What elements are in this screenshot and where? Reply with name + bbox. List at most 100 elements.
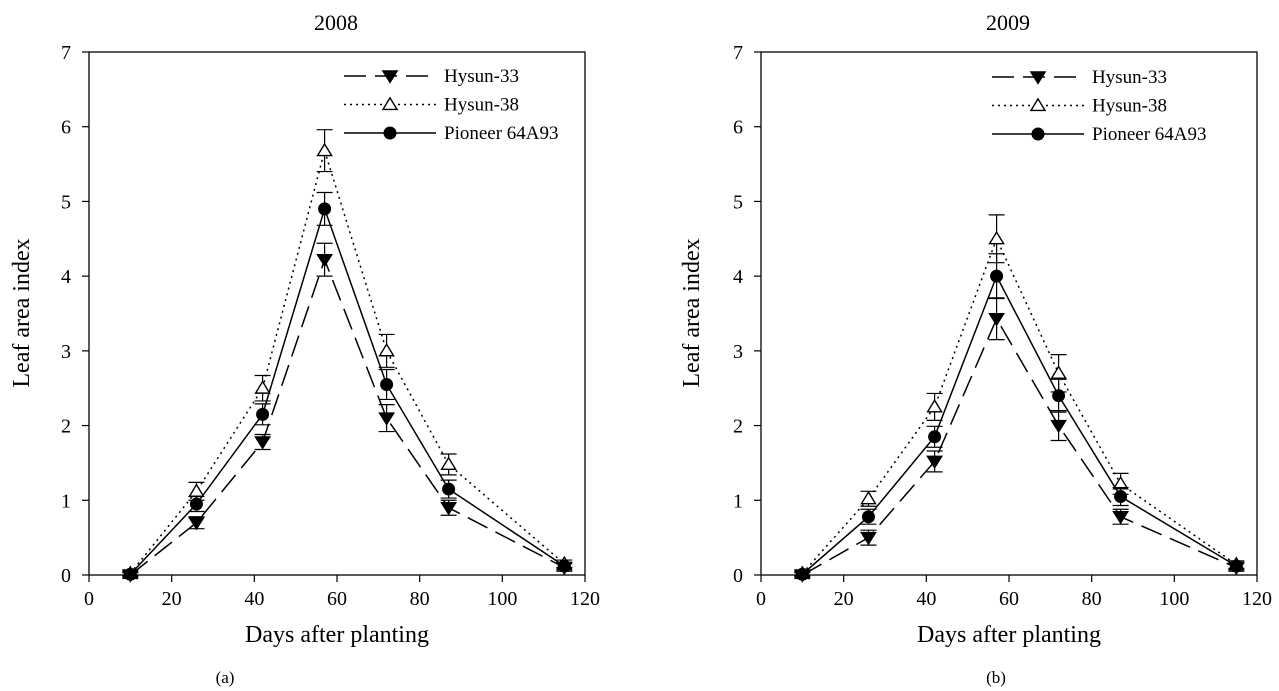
y-tick-label: 7: [733, 42, 743, 64]
x-tick-label: 120: [1242, 588, 1272, 610]
y-tick-label: 1: [733, 490, 743, 512]
x-tick-label: 20: [834, 588, 854, 610]
x-tick-label: 0: [84, 588, 94, 610]
x-tick-label: 0: [756, 588, 766, 610]
y-tick-label: 1: [61, 490, 71, 512]
data-point: [316, 253, 334, 268]
data-point: [988, 230, 1005, 245]
x-tick-label: 20: [162, 588, 182, 610]
legend-item: Hysun-38: [344, 95, 519, 116]
x-tick-label: 80: [410, 588, 430, 610]
series-layer: [793, 214, 1245, 583]
data-point: [316, 142, 333, 157]
series-line: [801, 274, 1237, 575]
data-point: [861, 510, 875, 524]
data-point: [189, 497, 203, 511]
x-tick-label: 60: [327, 588, 347, 610]
y-axis-label: Leaf area index: [679, 238, 705, 387]
data-point: [440, 502, 458, 516]
legend-label: Hysun-33: [1092, 67, 1167, 88]
y-tick-label: 4: [733, 266, 743, 288]
legend-marker: [381, 96, 399, 111]
data-point: [988, 312, 1006, 327]
y-tick-label: 5: [733, 191, 743, 213]
x-tick-label: 60: [999, 588, 1019, 610]
y-tick-label: 2: [733, 416, 743, 438]
y-tick-label: 3: [61, 341, 71, 363]
series-pioneer-64a93: [794, 253, 1245, 581]
y-tick-label: 3: [733, 341, 743, 363]
data-point: [990, 269, 1004, 283]
legend: Hysun-33 Hysun-38 Pioneer 64A93: [992, 67, 1207, 145]
legend-marker: [1029, 71, 1047, 85]
data-point: [254, 436, 272, 450]
y-tick-label: 0: [733, 565, 743, 587]
legend-label: Hysun-38: [1092, 96, 1167, 117]
data-point: [380, 377, 394, 391]
legend-item: Hysun-38: [992, 96, 1167, 117]
panel-caption: (b): [986, 668, 1006, 687]
data-point: [318, 202, 332, 216]
data-point: [795, 567, 809, 581]
legend: Hysun-33 Hysun-38 Pioneer 64A93: [344, 66, 559, 144]
y-tick-label: 6: [733, 117, 743, 139]
y-tick-label: 2: [61, 416, 71, 438]
legend-item: Hysun-33: [344, 66, 519, 87]
data-point: [378, 342, 395, 357]
x-tick-label: 40: [916, 588, 936, 610]
data-point: [928, 430, 942, 444]
legend-marker: [1031, 127, 1045, 141]
x-tick-label: 120: [570, 588, 600, 610]
x-tick-label: 100: [1159, 588, 1189, 610]
data-point: [926, 398, 943, 413]
legend-marker: [381, 70, 399, 84]
series-hysun-33: [793, 297, 1245, 583]
data-point: [1114, 490, 1128, 504]
y-tick-label: 5: [61, 191, 71, 213]
legend-item: Hysun-33: [992, 67, 1167, 88]
x-axis-label: Days after planting: [917, 622, 1101, 648]
data-point: [1050, 365, 1067, 379]
data-point: [860, 490, 877, 505]
y-tick-label: 0: [61, 565, 71, 587]
data-point: [1052, 389, 1066, 403]
data-point: [188, 483, 205, 497]
data-point: [188, 516, 205, 531]
x-tick-label: 40: [244, 588, 264, 610]
data-point: [860, 531, 877, 546]
chart-title: 2008: [314, 10, 358, 35]
data-point: [440, 456, 457, 471]
data-point: [442, 482, 456, 496]
axis-ticks: 0 20 40 60 80 100 120 0 1 2 3 4 5 6 7: [733, 42, 1272, 610]
data-point: [254, 380, 271, 394]
data-point: [378, 412, 396, 426]
legend-item: Pioneer 64A93: [344, 123, 559, 144]
data-point: [256, 407, 270, 421]
panel-caption: (a): [216, 668, 235, 687]
data-point: [1229, 559, 1243, 573]
y-tick-label: 4: [61, 266, 71, 288]
legend-label: Pioneer 64A93: [1092, 124, 1207, 145]
y-tick-label: 6: [61, 117, 71, 139]
x-tick-label: 80: [1082, 588, 1102, 610]
legend-label: Pioneer 64A93: [444, 123, 559, 144]
y-tick-label: 7: [61, 42, 71, 64]
series-line: [801, 236, 1237, 575]
y-axis-label: Leaf area index: [9, 238, 35, 387]
x-tick-label: 100: [487, 588, 517, 610]
legend-marker: [1029, 97, 1047, 112]
legend-marker: [383, 126, 397, 140]
legend-label: Hysun-38: [444, 95, 519, 116]
series-pioneer-64a93: [122, 191, 573, 581]
data-point: [557, 559, 571, 573]
chart-title: 2009: [986, 10, 1030, 35]
data-point: [123, 567, 137, 581]
series-hysun-33: [121, 242, 573, 583]
series-layer: [121, 129, 573, 583]
data-point: [926, 455, 944, 470]
legend-label: Hysun-33: [444, 66, 519, 87]
data-point: [1050, 419, 1068, 434]
